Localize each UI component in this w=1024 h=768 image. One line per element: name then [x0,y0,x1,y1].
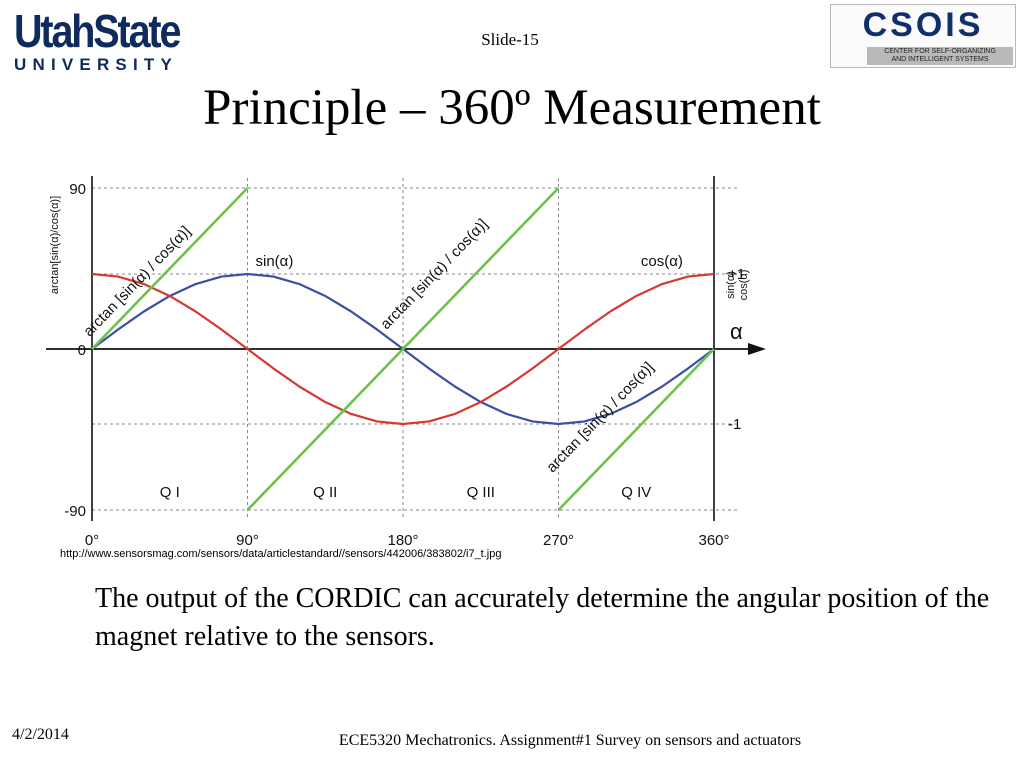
series-cos-line [91,272,715,426]
chart-labels: arctan [sin(α) / cos(α)] arctan [sin(α) /… [49,181,750,548]
csois-subtitle-line2: AND INTELLIGENT SYSTEMS [891,56,989,63]
axes [46,176,766,521]
footer-course: ECE5320 Mechatronics. Assignment#1 Surve… [338,732,802,749]
right-axis-title-sin: sin(α) [725,271,737,299]
right-tick-label-0: +1 [728,266,745,283]
arctan-label-0: arctan [sin(α) / cos(α)] [80,223,194,340]
left-tick-label-0: 90 [69,181,86,198]
x-axis-title: α [730,319,743,344]
chart: arctan [sin(α) / cos(α)] arctan [sin(α) /… [46,176,766,548]
arctan-segment-0 [91,187,249,350]
slide-number: Slide-15 [481,30,539,49]
arctan-label-2: arctan [sin(α) / cos(α)] [543,359,657,476]
right-axis-title-cos: cos(α) [738,270,750,301]
footer-date: 4/2/2014 [12,726,69,743]
x-tick-label-0: 0° [85,532,99,548]
csois-subtitle-line1: CENTER FOR SELF-ORGANIZING [884,48,996,55]
csois-logo: CSOIS CENTER FOR SELF-ORGANIZING AND INT… [830,4,1016,68]
x-tick-label-2: 180° [387,532,418,548]
logo-wordmark: UtahState [14,5,181,57]
x-axis-arrow [748,343,766,355]
right-tick-label-1: -1 [728,416,741,433]
series [91,187,715,511]
csois-logo-subtitle: CENTER FOR SELF-ORGANIZING AND INTELLIGE… [867,48,1013,64]
utah-state-university-logo: UtahState UNIVERSITY [14,8,200,74]
x-tick-label-1: 90° [236,532,259,548]
sin-series-label: sin(α) [256,253,294,270]
csois-logo-band [867,47,1013,65]
quadrant-label-4: Q IV [621,484,651,501]
source-url: http://www.sensorsmag.com/sensors/data/a… [60,548,502,560]
logo-subtext: UNIVERSITY [14,55,179,74]
arctan-segment-2 [557,348,715,511]
left-axis-title: arctan[sin(α)/cos(α)] [49,196,61,294]
x-tick-label-3: 270° [543,532,574,548]
quadrant-label-2: Q II [313,484,337,501]
csois-logo-name: CSOIS [862,6,984,44]
page-title: Principle – 360º Measurement [203,80,821,136]
cos-series-label: cos(α) [641,253,683,270]
arctan-segment-1 [246,187,560,511]
left-tick-label-2: -90 [64,503,86,520]
x-tick-label-4: 360° [698,532,729,548]
quadrant-label-1: Q I [160,484,180,501]
body-text: The output of the CORDIC can accurately … [95,583,990,652]
quadrant-label-3: Q III [467,484,495,501]
left-tick-label-1: 0 [78,342,86,359]
